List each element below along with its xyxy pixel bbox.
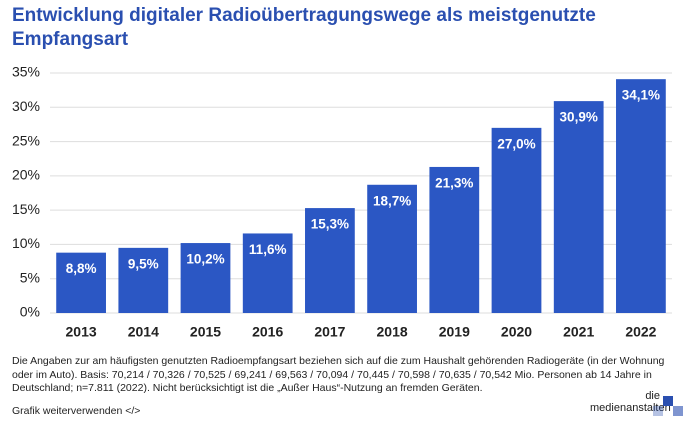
chart-title: Entwicklung digitaler Radioübertragungsw… bbox=[12, 5, 596, 50]
y-tick-label: 20% bbox=[12, 167, 40, 183]
x-tick-label: 2016 bbox=[252, 324, 283, 340]
data-label: 34,1% bbox=[622, 88, 660, 103]
x-tick-label: 2015 bbox=[190, 324, 221, 340]
bar bbox=[367, 184, 417, 313]
data-label: 10,2% bbox=[186, 252, 224, 267]
share-link[interactable]: Grafik weiterverwenden </> bbox=[12, 405, 141, 417]
x-tick-label: 2021 bbox=[563, 324, 594, 340]
logo-square bbox=[653, 406, 663, 416]
data-label: 8,8% bbox=[66, 261, 97, 276]
bar bbox=[491, 127, 542, 313]
bar bbox=[305, 208, 355, 313]
x-tick-label: 2020 bbox=[501, 324, 532, 340]
x-tick-label: 2022 bbox=[625, 324, 656, 340]
data-label: 30,9% bbox=[560, 110, 598, 125]
bar bbox=[118, 247, 169, 313]
data-label: 18,7% bbox=[373, 193, 411, 208]
chart: 0% 5% 10% 15% 20% 25% 30% 35% 2013 8,8% 2014 9,5% 20… bbox=[12, 64, 672, 340]
data-label: 21,3% bbox=[435, 176, 473, 191]
y-tick-label: 25% bbox=[12, 132, 40, 148]
logo: die medienanstalten bbox=[590, 390, 671, 414]
bar bbox=[242, 233, 293, 313]
x-tick-label: 2017 bbox=[314, 324, 345, 340]
x-tick-label: 2019 bbox=[439, 324, 470, 340]
bar bbox=[616, 79, 666, 314]
x-tick-label: 2013 bbox=[66, 324, 97, 340]
data-label: 15,3% bbox=[311, 217, 349, 232]
data-label: 9,5% bbox=[128, 256, 159, 271]
logo-text: medienanstalten bbox=[590, 402, 671, 414]
bar bbox=[180, 243, 231, 313]
x-tick-label: 2018 bbox=[377, 324, 408, 340]
logo-text: die bbox=[645, 390, 660, 402]
y-tick-label: 0% bbox=[20, 304, 40, 320]
bar bbox=[56, 252, 106, 313]
y-tick-label: 15% bbox=[12, 201, 40, 217]
y-tick-label: 30% bbox=[12, 98, 40, 114]
logo-square bbox=[663, 396, 673, 406]
data-label: 11,6% bbox=[249, 242, 287, 257]
y-tick-label: 10% bbox=[12, 235, 40, 251]
footnote: Die Angaben zur am häufigsten genutzten … bbox=[12, 355, 665, 394]
y-tick-label: 35% bbox=[12, 64, 40, 80]
data-label: 27,0% bbox=[497, 136, 535, 151]
bar bbox=[429, 166, 480, 313]
x-tick-label: 2014 bbox=[128, 324, 159, 340]
y-tick-label: 5% bbox=[20, 269, 40, 285]
logo-square bbox=[673, 406, 683, 416]
bar bbox=[553, 101, 604, 313]
